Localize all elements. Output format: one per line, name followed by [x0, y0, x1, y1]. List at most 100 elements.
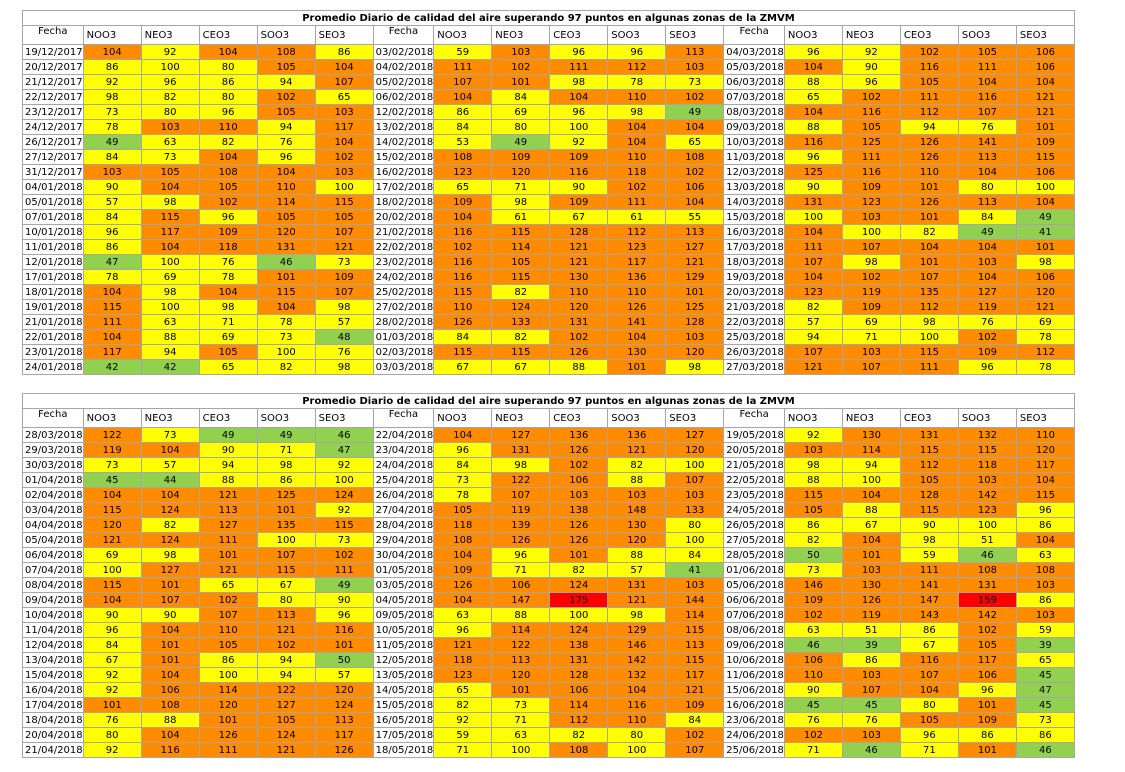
column-header-soo3: SOO3	[607, 25, 667, 45]
value-cell: 49	[256, 427, 316, 443]
value-cell: 92	[82, 682, 142, 698]
value-cell: 126	[549, 442, 609, 458]
value-cell: 103	[314, 164, 374, 180]
value-cell: 57	[783, 314, 843, 330]
column-header-seo3: SEO3	[1015, 25, 1075, 45]
value-cell: 96	[433, 622, 493, 638]
table-row: 18/01/2018 104 98 104 115 107 25/02/2018 115 82 1…	[22, 284, 1075, 300]
column-header-seo3: SEO3	[314, 25, 374, 45]
value-cell: 116	[549, 164, 609, 180]
value-cell: 126	[841, 592, 901, 608]
value-cell: 119	[491, 502, 551, 518]
air-quality-table-1: Promedio Diario de calidad del aire supe…	[22, 10, 1075, 375]
value-cell: 49	[957, 224, 1017, 240]
value-cell: 106	[140, 682, 200, 698]
date-cell: 07/06/2018	[723, 607, 785, 623]
column-header-neo3: NEO3	[491, 408, 551, 428]
value-cell: 114	[841, 442, 901, 458]
value-cell: 147	[899, 592, 959, 608]
table-row: 17/04/2018 101 108 120 127 124 15/05/2018 82 73 1…	[22, 697, 1075, 713]
date-cell: 26/05/2018	[723, 517, 785, 533]
value-cell: 129	[665, 269, 725, 285]
value-cell: 111	[82, 314, 142, 330]
value-cell: 125	[665, 299, 725, 315]
value-cell: 104	[957, 74, 1017, 90]
value-cell: 49	[198, 427, 258, 443]
value-cell: 100	[140, 254, 200, 270]
value-cell: 84	[665, 712, 725, 728]
value-cell: 115	[256, 562, 316, 578]
value-cell: 106	[1015, 44, 1075, 60]
date-cell: 26/03/2018	[723, 344, 785, 360]
value-cell: 104	[314, 59, 374, 75]
date-cell: 06/02/2018	[372, 89, 435, 105]
value-cell: 109	[957, 344, 1017, 360]
column-header-ceo3: CEO3	[899, 25, 959, 45]
value-cell: 59	[899, 547, 959, 563]
value-cell: 100	[899, 329, 959, 345]
value-cell: 117	[665, 667, 725, 683]
date-cell: 07/01/2018	[22, 209, 84, 225]
date-cell: 13/04/2018	[22, 652, 84, 668]
date-cell: 15/02/2018	[372, 149, 435, 165]
value-cell: 101	[607, 359, 667, 375]
value-cell: 131	[607, 577, 667, 593]
value-cell: 111	[198, 532, 258, 548]
value-cell: 63	[491, 727, 551, 743]
date-cell: 11/03/2018	[723, 149, 785, 165]
value-cell: 103	[140, 119, 200, 135]
value-cell: 76	[957, 314, 1017, 330]
value-cell: 110	[607, 712, 667, 728]
value-cell: 88	[140, 329, 200, 345]
value-cell: 109	[198, 224, 258, 240]
value-cell: 104	[783, 104, 843, 120]
date-cell: 18/01/2018	[22, 284, 84, 300]
value-cell: 101	[314, 637, 374, 653]
value-cell: 122	[82, 427, 142, 443]
value-cell: 45	[82, 472, 142, 488]
value-cell: 92	[841, 44, 901, 60]
value-cell: 104	[783, 269, 843, 285]
date-cell: 22/12/2017	[22, 89, 84, 105]
value-cell: 115	[957, 442, 1017, 458]
value-cell: 76	[82, 712, 142, 728]
value-cell: 102	[491, 59, 551, 75]
value-cell: 102	[433, 239, 493, 255]
value-cell: 117	[140, 224, 200, 240]
value-cell: 104	[665, 194, 725, 210]
value-cell: 96	[607, 44, 667, 60]
table-row: 10/04/2018 90 90 107 113 96 09/05/2018 63 88 100 9…	[22, 607, 1075, 623]
date-cell: 01/03/2018	[372, 329, 435, 345]
value-cell: 106	[549, 682, 609, 698]
value-cell: 92	[549, 134, 609, 150]
column-header-fecha: Fecha	[372, 25, 435, 45]
date-cell: 20/12/2017	[22, 59, 84, 75]
table-row: 19/01/2018 115 100 98 104 98 27/02/2018 110 124 1…	[22, 299, 1075, 315]
value-cell: 107	[957, 104, 1017, 120]
date-cell: 07/04/2018	[22, 562, 84, 578]
value-cell: 86	[82, 239, 142, 255]
date-cell: 16/06/2018	[723, 697, 785, 713]
value-cell: 127	[256, 697, 316, 713]
date-cell: 25/03/2018	[723, 329, 785, 345]
column-header-ceo3: CEO3	[549, 408, 609, 428]
value-cell: 131	[491, 442, 551, 458]
date-cell: 19/03/2018	[723, 269, 785, 285]
value-cell: 102	[957, 622, 1017, 638]
value-cell: 96	[140, 74, 200, 90]
value-cell: 125	[256, 487, 316, 503]
value-cell: 78	[82, 269, 142, 285]
value-cell: 84	[665, 547, 725, 563]
value-cell: 118	[198, 239, 258, 255]
table-row: 04/01/2018 90 104 105 110 100 17/02/2018 65 71 90…	[22, 179, 1075, 195]
value-cell: 136	[607, 269, 667, 285]
date-cell: 10/06/2018	[723, 652, 785, 668]
date-cell: 20/04/2018	[22, 727, 84, 743]
value-cell: 88	[783, 472, 843, 488]
value-cell: 100	[841, 224, 901, 240]
value-cell: 78	[433, 487, 493, 503]
value-cell: 104	[140, 239, 200, 255]
value-cell: 90	[82, 179, 142, 195]
value-cell: 51	[957, 532, 1017, 548]
value-cell: 111	[607, 194, 667, 210]
